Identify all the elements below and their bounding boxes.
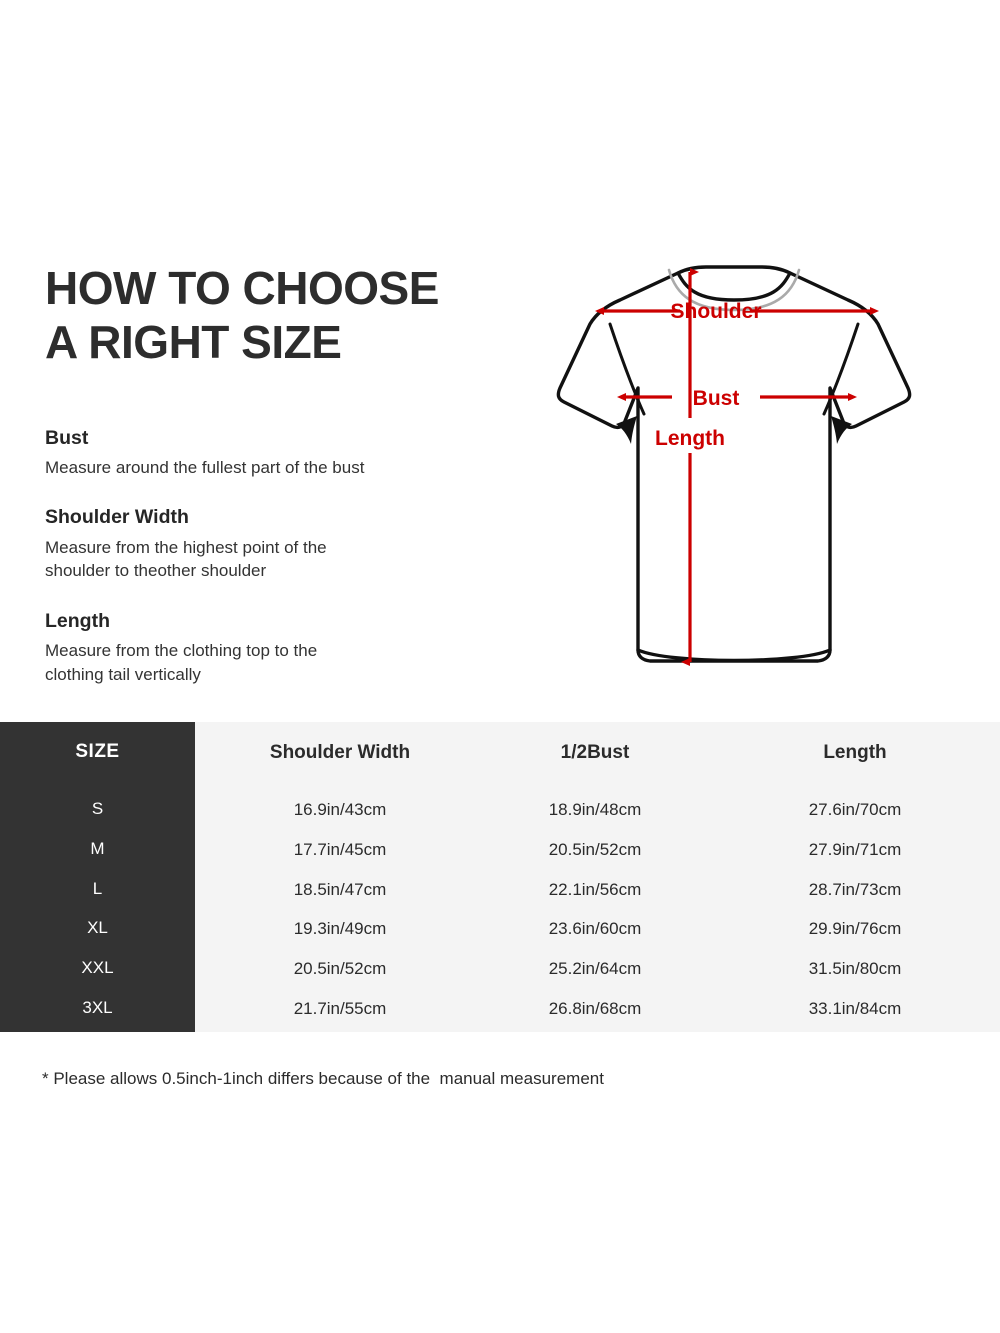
column-header-size: SIZE xyxy=(75,741,120,762)
page-title: HOW TO CHOOSE A RIGHT SIZE xyxy=(45,262,439,368)
cell-shoulder-width: 18.5in/47cm xyxy=(293,879,387,899)
table-row: M 17.7in/45cm 20.5in/52cm 27.9in/71cm xyxy=(0,829,1000,869)
info-panel: HOW TO CHOOSE A RIGHT SIZE Bust Measure … xyxy=(45,262,515,686)
hem-edge xyxy=(636,648,832,663)
cell-half-bust: 26.8in/68cm xyxy=(548,998,642,1018)
table-row: L 18.5in/47cm 22.1in/56cm 28.7in/73cm xyxy=(0,869,1000,909)
shoulder-label: Shoulder xyxy=(670,300,761,323)
cell-length: 29.9in/76cm xyxy=(808,918,902,938)
cell-length: 27.6in/70cm xyxy=(808,799,902,819)
cell-shoulder-width: 19.3in/49cm xyxy=(293,918,387,938)
measurement-desc-shoulder-width: Measure from the highest point of the sh… xyxy=(45,537,327,581)
measurement-definition-bust: Bust Measure around the fullest part of … xyxy=(45,426,515,480)
measurement-disclaimer: * Please allows 0.5inch-1inch differs be… xyxy=(42,1069,604,1088)
cell-length: 27.9in/71cm xyxy=(808,839,902,859)
table-grid: SIZE Shoulder Width 1/2Bust Length S 16.… xyxy=(0,722,1000,1032)
armpit-wedge-right xyxy=(831,416,852,444)
length-label: Length xyxy=(655,427,725,450)
cell-size: M xyxy=(90,839,105,858)
table-row: XXL 20.5in/52cm 25.2in/64cm 31.5in/80cm xyxy=(0,948,1000,988)
sleeve-seam-left xyxy=(608,322,646,416)
cell-shoulder-width: 16.9in/43cm xyxy=(293,799,387,819)
measurement-definition-shoulder-width: Shoulder Width Measure from the highest … xyxy=(45,505,515,582)
measurement-desc-length: Measure from the clothing top to the clo… xyxy=(45,641,318,684)
cell-length: 28.7in/73cm xyxy=(808,879,902,899)
table-row: 3XL 21.7in/55cm 26.8in/68cm 33.1in/84cm xyxy=(0,988,1000,1028)
cell-half-bust: 20.5in/52cm xyxy=(548,839,642,859)
cell-shoulder-width: 21.7in/55cm xyxy=(293,998,387,1018)
collar-outer-edge xyxy=(676,271,792,302)
column-header-length: Length xyxy=(823,741,887,763)
cell-half-bust: 18.9in/48cm xyxy=(548,799,642,819)
cell-size: S xyxy=(91,799,104,818)
sleeve-seam-right xyxy=(822,322,860,416)
size-table: SIZE Shoulder Width 1/2Bust Length S 16.… xyxy=(0,722,1000,1032)
cell-half-bust: 23.6in/60cm xyxy=(548,918,642,938)
table-header-row: SIZE Shoulder Width 1/2Bust Length xyxy=(0,732,1000,772)
cell-size: XL xyxy=(87,918,108,937)
cell-shoulder-width: 17.7in/45cm xyxy=(293,839,387,859)
cell-shoulder-width: 20.5in/52cm xyxy=(293,958,387,978)
cell-half-bust: 25.2in/64cm xyxy=(548,958,642,978)
cell-size: XXL xyxy=(81,958,114,977)
cell-length: 33.1in/84cm xyxy=(808,998,902,1018)
table-row: S 16.9in/43cm 18.9in/48cm 27.6in/70cm xyxy=(0,789,1000,829)
cell-half-bust: 22.1in/56cm xyxy=(548,879,642,899)
measurement-term-length: Length xyxy=(45,609,110,632)
measurement-desc-bust: Measure around the fullest part of the b… xyxy=(45,458,365,477)
armpit-wedge-left xyxy=(616,416,637,444)
size-column-background xyxy=(0,722,195,1032)
measurement-definition-length: Length Measure from the clothing top to … xyxy=(45,609,515,686)
cell-size: L xyxy=(92,879,103,898)
collar-inner-edge xyxy=(667,268,801,312)
cell-length: 31.5in/80cm xyxy=(808,958,902,978)
column-header-half-bust: 1/2Bust xyxy=(560,741,630,763)
column-header-shoulder-width: Shoulder Width xyxy=(269,741,411,763)
tshirt-diagram: Shoulder Bust Length xyxy=(500,248,970,688)
measurement-term-shoulder-width: Shoulder Width xyxy=(45,506,189,529)
bust-label: Bust xyxy=(693,387,740,410)
cell-size: 3XL xyxy=(82,998,113,1017)
measurement-term-bust: Bust xyxy=(45,426,89,449)
table-row: XL 19.3in/49cm 23.6in/60cm 29.9in/76cm xyxy=(0,908,1000,948)
